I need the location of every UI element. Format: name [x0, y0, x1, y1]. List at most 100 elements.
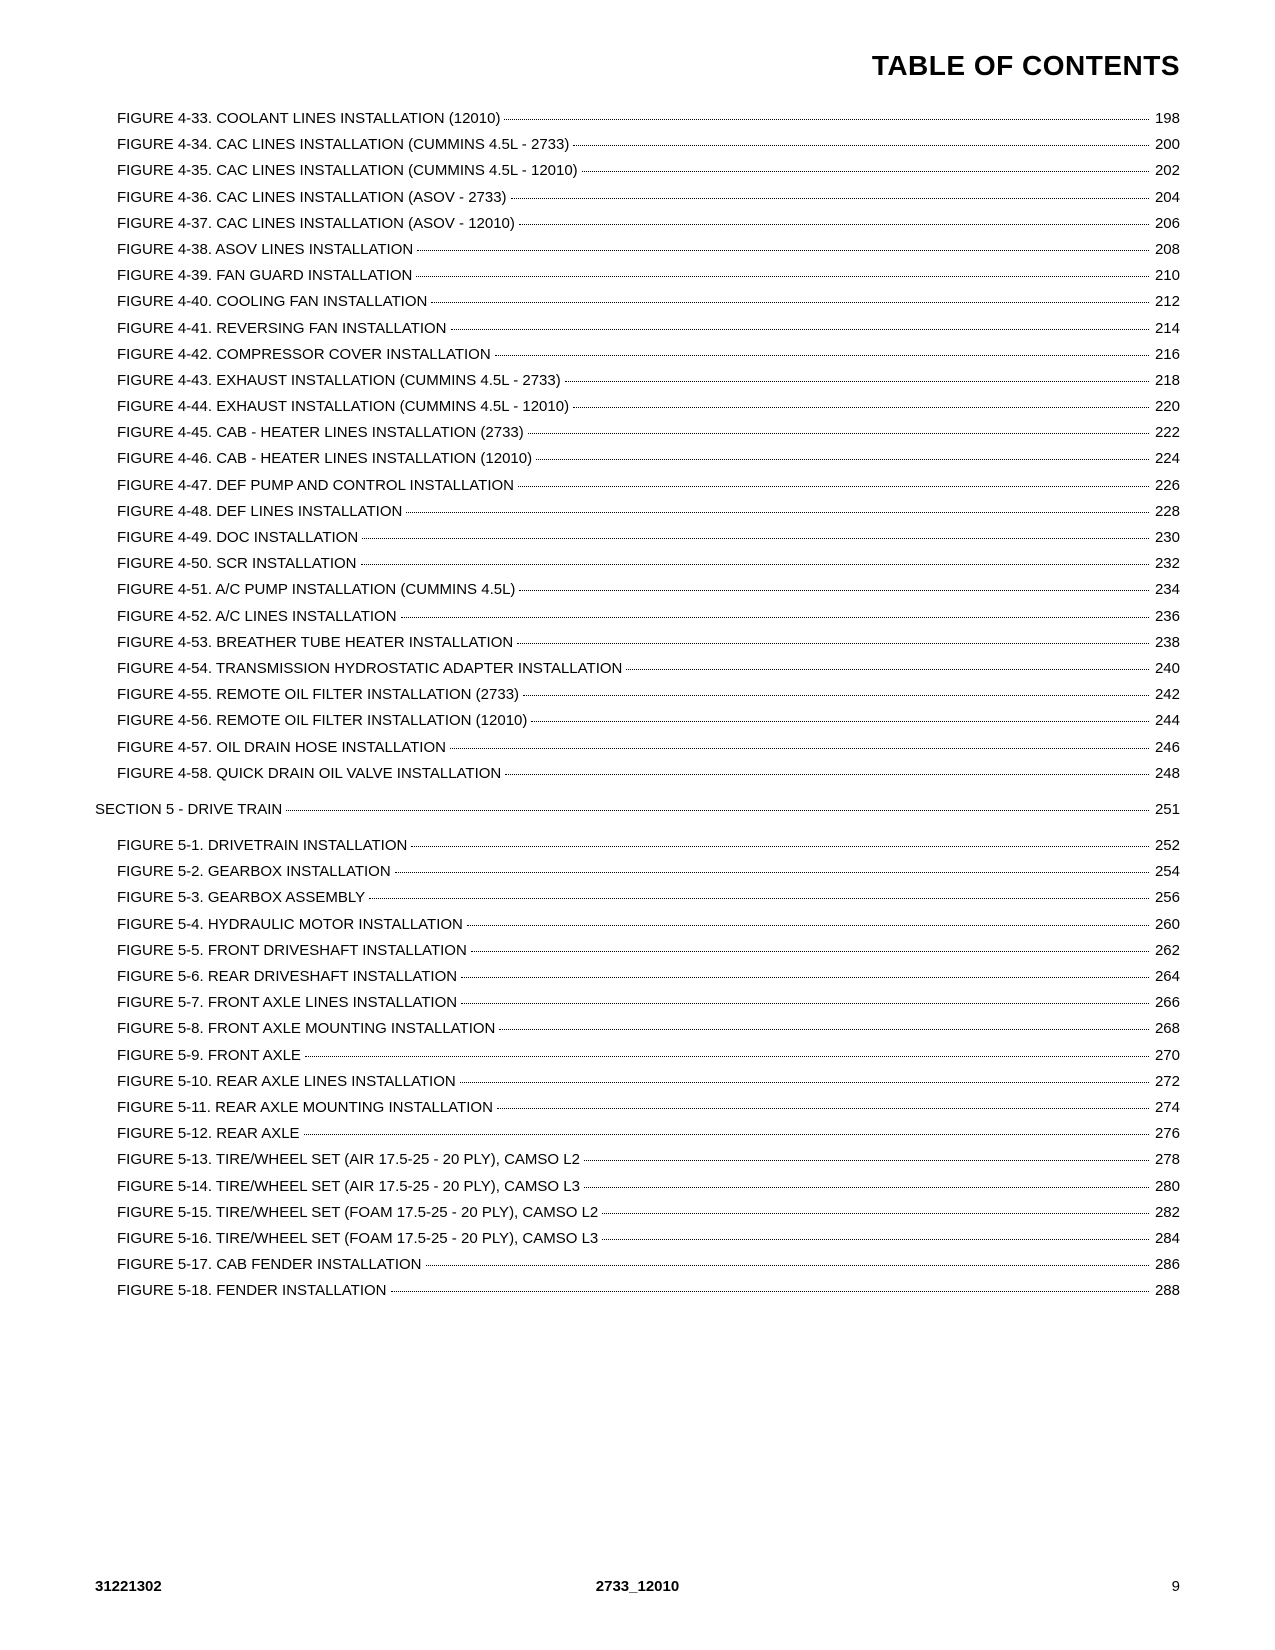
toc-leader-dots [467, 925, 1149, 926]
toc-entry: FIGURE 5-3. GEARBOX ASSEMBLY256 [95, 889, 1180, 906]
toc-entry-label: FIGURE 4-57. OIL DRAIN HOSE INSTALLATION [117, 739, 446, 756]
toc-entry-label: FIGURE 5-6. REAR DRIVESHAFT INSTALLATION [117, 968, 457, 985]
toc-entry-label: FIGURE 5-17. CAB FENDER INSTALLATION [117, 1256, 422, 1273]
toc-leader-dots [626, 669, 1149, 670]
toc-entry: FIGURE 4-47. DEF PUMP AND CONTROL INSTAL… [95, 477, 1180, 494]
toc-leader-dots [519, 224, 1149, 225]
toc-entry-page: 200 [1153, 136, 1180, 153]
toc-leader-dots [523, 695, 1149, 696]
toc-entry-label: FIGURE 5-16. TIRE/WHEEL SET (FOAM 17.5-2… [117, 1230, 598, 1247]
toc-entry-page: 256 [1153, 889, 1180, 906]
toc-entry: FIGURE 4-57. OIL DRAIN HOSE INSTALLATION… [95, 739, 1180, 756]
toc-entry-label: FIGURE 4-34. CAC LINES INSTALLATION (CUM… [117, 136, 569, 153]
toc-entry-page: 266 [1153, 994, 1180, 1011]
toc-leader-dots [451, 329, 1149, 330]
toc-entry-page: 248 [1153, 765, 1180, 782]
toc-entry: FIGURE 5-15. TIRE/WHEEL SET (FOAM 17.5-2… [95, 1204, 1180, 1221]
toc-entry: FIGURE 4-33. COOLANT LINES INSTALLATION … [95, 110, 1180, 127]
toc-entry: FIGURE 4-41. REVERSING FAN INSTALLATION 2… [95, 320, 1180, 337]
toc-leader-dots [417, 250, 1149, 251]
toc-entry-label: FIGURE 5-1. DRIVETRAIN INSTALLATION [117, 837, 407, 854]
toc-gap [95, 791, 1180, 801]
toc-entry-label: FIGURE 5-14. TIRE/WHEEL SET (AIR 17.5-25… [117, 1178, 580, 1195]
toc-entry-page: 254 [1153, 863, 1180, 880]
toc-entry-label: FIGURE 4-56. REMOTE OIL FILTER INSTALLAT… [117, 712, 527, 729]
toc-leader-dots [504, 119, 1149, 120]
toc-entry: FIGURE 4-46. CAB - HEATER LINES INSTALLA… [95, 450, 1180, 467]
toc-leader-dots [499, 1029, 1149, 1030]
toc-leader-dots [602, 1239, 1149, 1240]
toc-entry: FIGURE 4-38. ASOV LINES INSTALLATION208 [95, 241, 1180, 258]
toc-entry-label: FIGURE 4-46. CAB - HEATER LINES INSTALLA… [117, 450, 532, 467]
toc-leader-dots [426, 1265, 1149, 1266]
toc-entry: FIGURE 4-49. DOC INSTALLATION230 [95, 529, 1180, 546]
toc-entry-label: FIGURE 5-11. REAR AXLE MOUNTING INSTALLA… [117, 1099, 493, 1116]
toc-entry-label: FIGURE 4-52. A/C LINES INSTALLATION [117, 608, 397, 625]
toc-entry-label: FIGURE 5-12. REAR AXLE [117, 1125, 300, 1142]
toc-entry: FIGURE 4-39. FAN GUARD INSTALLATION210 [95, 267, 1180, 284]
toc-entry-page: 260 [1153, 916, 1180, 933]
toc-entry: FIGURE 5-9. FRONT AXLE270 [95, 1047, 1180, 1064]
toc-entry-page: 236 [1153, 608, 1180, 625]
toc-entry: FIGURE 4-35. CAC LINES INSTALLATION (CUM… [95, 162, 1180, 179]
toc-entry: FIGURE 4-44. EXHAUST INSTALLATION (CUMMI… [95, 398, 1180, 415]
toc-leader-dots [584, 1160, 1149, 1161]
toc-entry-label: FIGURE 4-37. CAC LINES INSTALLATION (ASO… [117, 215, 515, 232]
toc-leader-dots [495, 355, 1149, 356]
toc-entry-label: FIGURE 4-50. SCR INSTALLATION [117, 555, 357, 572]
toc-entry-label: FIGURE 4-48. DEF LINES INSTALLATION [117, 503, 402, 520]
toc-entry-label: FIGURE 5-18. FENDER INSTALLATION [117, 1282, 387, 1299]
toc-entry-label: FIGURE 4-35. CAC LINES INSTALLATION (CUM… [117, 162, 578, 179]
toc-entry-page: 214 [1153, 320, 1180, 337]
page-title: TABLE OF CONTENTS [95, 50, 1180, 82]
toc-entry-label: FIGURE 4-41. REVERSING FAN INSTALLATION [117, 320, 447, 337]
toc-entry-page: 251 [1153, 801, 1180, 818]
toc-leader-dots [471, 951, 1149, 952]
toc-entry: FIGURE 5-18. FENDER INSTALLATION 288 [95, 1282, 1180, 1299]
toc-entry: FIGURE 4-34. CAC LINES INSTALLATION (CUM… [95, 136, 1180, 153]
toc-leader-dots [411, 846, 1149, 847]
toc-entry-page: 288 [1153, 1282, 1180, 1299]
toc-entry: FIGURE 4-51. A/C PUMP INSTALLATION (CUMM… [95, 581, 1180, 598]
page-footer: 31221302 2733_12010 9 [95, 1578, 1180, 1595]
toc-entry: FIGURE 5-11. REAR AXLE MOUNTING INSTALLA… [95, 1099, 1180, 1116]
toc-leader-dots [304, 1134, 1149, 1135]
toc-entry-page: 208 [1153, 241, 1180, 258]
toc-leader-dots [305, 1056, 1149, 1057]
toc-gap [95, 827, 1180, 837]
toc-leader-dots [401, 617, 1149, 618]
toc-entry-label: FIGURE 5-8. FRONT AXLE MOUNTING INSTALLA… [117, 1020, 495, 1037]
toc-leader-dots [531, 721, 1149, 722]
toc-leader-dots [602, 1213, 1149, 1214]
toc-entry-label: FIGURE 5-2. GEARBOX INSTALLATION [117, 863, 391, 880]
footer-left: 31221302 [95, 1578, 162, 1595]
toc-entry-label: FIGURE 4-44. EXHAUST INSTALLATION (CUMMI… [117, 398, 569, 415]
toc-leader-dots [286, 810, 1149, 811]
toc-entry-page: 210 [1153, 267, 1180, 284]
toc-leader-dots [505, 774, 1149, 775]
toc-entry-label: FIGURE 5-13. TIRE/WHEEL SET (AIR 17.5-25… [117, 1151, 580, 1168]
toc-entry: FIGURE 4-37. CAC LINES INSTALLATION (ASO… [95, 215, 1180, 232]
toc-entry-page: 198 [1153, 110, 1180, 127]
toc-entry: FIGURE 4-54. TRANSMISSION HYDROSTATIC AD… [95, 660, 1180, 677]
toc-entry-label: FIGURE 5-9. FRONT AXLE [117, 1047, 301, 1064]
toc-entry-label: FIGURE 4-43. EXHAUST INSTALLATION (CUMMI… [117, 372, 561, 389]
toc-entry-page: 230 [1153, 529, 1180, 546]
toc-leader-dots [431, 302, 1149, 303]
toc-entry: FIGURE 4-52. A/C LINES INSTALLATION 236 [95, 608, 1180, 625]
toc-entry-page: 222 [1153, 424, 1180, 441]
toc-entry-page: 284 [1153, 1230, 1180, 1247]
toc-entry: FIGURE 4-50. SCR INSTALLATION 232 [95, 555, 1180, 572]
toc-entry-page: 232 [1153, 555, 1180, 572]
toc-entry: FIGURE 5-14. TIRE/WHEEL SET (AIR 17.5-25… [95, 1178, 1180, 1195]
toc-leader-dots [517, 643, 1149, 644]
toc-entry: FIGURE 4-48. DEF LINES INSTALLATION228 [95, 503, 1180, 520]
toc-leader-dots [461, 977, 1149, 978]
toc-leader-dots [361, 564, 1149, 565]
toc-leader-dots [573, 145, 1149, 146]
toc-entry: FIGURE 5-4. HYDRAULIC MOTOR INSTALLATION… [95, 916, 1180, 933]
toc-entry: FIGURE 5-16. TIRE/WHEEL SET (FOAM 17.5-2… [95, 1230, 1180, 1247]
toc-entry-label: FIGURE 4-53. BREATHER TUBE HEATER INSTAL… [117, 634, 513, 651]
toc-leader-dots [497, 1108, 1149, 1109]
toc-entry: FIGURE 4-45. CAB - HEATER LINES INSTALLA… [95, 424, 1180, 441]
